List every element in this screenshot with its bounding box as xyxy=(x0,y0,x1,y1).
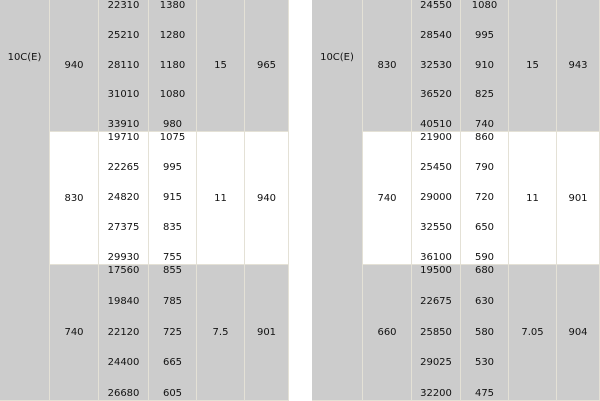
list-cell-b: 855 785 725 665 605 xyxy=(149,265,197,401)
list-cell-b: 1075 995 915 835 755 xyxy=(149,132,197,265)
list-cell-b: 1380 1280 1180 1080 980 xyxy=(149,0,197,132)
list-value: 36520 xyxy=(420,89,452,101)
list-value: 36100 xyxy=(420,252,452,263)
list-value: 22310 xyxy=(107,0,140,11)
col-c-cell: 11 xyxy=(509,132,557,265)
list-value: 32550 xyxy=(420,222,452,233)
list-value: 19500 xyxy=(420,265,452,276)
list-value: 755 xyxy=(162,252,183,263)
value-cell: 940 xyxy=(50,0,99,132)
list-cell-a: 22310 25210 28110 31010 33910 xyxy=(99,0,149,132)
col-d-cell: 904 xyxy=(557,265,600,401)
list-value: 740 xyxy=(474,119,495,130)
list-value: 32530 xyxy=(420,59,452,71)
list-value: 21900 xyxy=(420,132,452,143)
list-value: 980 xyxy=(162,119,183,130)
model-cell: 10C(E) xyxy=(0,0,50,401)
col-d-cell: 901 xyxy=(245,265,289,401)
list-value: 29930 xyxy=(107,252,140,263)
list-value: 720 xyxy=(474,192,495,203)
col-c-cell: 15 xyxy=(197,0,245,132)
list-value: 1180 xyxy=(159,59,186,71)
value-cell: 830 xyxy=(363,0,412,132)
list-value: 22675 xyxy=(420,295,452,307)
list-value: 1280 xyxy=(159,29,186,41)
list-cell-a: 21900 25450 29000 32550 36100 xyxy=(412,132,461,265)
list-value: 29025 xyxy=(420,357,452,369)
col-c-cell: 7.5 xyxy=(197,265,245,401)
list-value: 580 xyxy=(474,326,495,338)
list-value: 1075 xyxy=(159,132,186,143)
list-value: 665 xyxy=(162,357,183,369)
list-value: 31010 xyxy=(107,89,140,101)
list-value: 28110 xyxy=(107,59,140,71)
list-value: 32200 xyxy=(420,388,452,399)
list-value: 590 xyxy=(474,252,495,263)
list-value: 26680 xyxy=(107,388,140,399)
list-value: 25450 xyxy=(420,162,452,173)
list-value: 725 xyxy=(162,326,183,338)
list-value: 860 xyxy=(474,132,495,143)
value-cell: 740 xyxy=(363,132,412,265)
list-value: 790 xyxy=(474,162,495,173)
value-cell: 660 xyxy=(363,265,412,401)
list-value: 40510 xyxy=(420,119,452,130)
col-c-cell: 11 xyxy=(197,132,245,265)
list-value: 22265 xyxy=(107,162,140,173)
list-value: 24400 xyxy=(107,357,140,369)
col-c-cell: 15 xyxy=(509,0,557,132)
list-value: 825 xyxy=(474,89,495,101)
list-cell-b: 860 790 720 650 590 xyxy=(461,132,509,265)
list-value: 475 xyxy=(474,388,495,399)
list-value: 29000 xyxy=(420,192,452,203)
list-cell-a: 19710 22265 24820 27375 29930 xyxy=(99,132,149,265)
list-cell-b: 680 630 580 530 475 xyxy=(461,265,509,401)
list-value: 1080 xyxy=(471,0,498,11)
list-value: 680 xyxy=(474,265,495,276)
left-spec-table: 10C(E) 940 22310 25210 28110 31010 33910 1380 12… xyxy=(0,0,289,401)
model-cell: 10C(E) xyxy=(312,0,363,401)
list-value: 910 xyxy=(474,59,495,71)
list-value: 530 xyxy=(474,357,495,369)
list-value: 785 xyxy=(162,295,183,307)
list-value: 19840 xyxy=(107,295,140,307)
list-value: 17560 xyxy=(107,265,140,276)
list-value: 24550 xyxy=(420,0,452,11)
list-value: 1380 xyxy=(159,0,186,11)
list-value: 915 xyxy=(162,192,183,203)
list-value: 650 xyxy=(474,222,495,233)
col-d-cell: 965 xyxy=(245,0,289,132)
list-cell-a: 17560 19840 22120 24400 26680 xyxy=(99,265,149,401)
list-value: 855 xyxy=(162,265,183,276)
list-value: 835 xyxy=(162,222,183,233)
value-cell: 830 xyxy=(50,132,99,265)
list-value: 1080 xyxy=(159,89,186,101)
right-spec-table: 10C(E) 830 24550 28540 32530 36520 40510 1080 99… xyxy=(312,0,600,401)
col-d-cell: 943 xyxy=(557,0,600,132)
list-value: 995 xyxy=(162,162,183,173)
list-cell-b: 1080 995 910 825 740 xyxy=(461,0,509,132)
list-cell-a: 19500 22675 25850 29025 32200 xyxy=(412,265,461,401)
list-value: 19710 xyxy=(107,132,140,143)
list-value: 24820 xyxy=(107,192,140,203)
col-c-cell: 7.05 xyxy=(509,265,557,401)
list-value: 27375 xyxy=(107,222,140,233)
list-value: 22120 xyxy=(107,326,140,338)
list-value: 630 xyxy=(474,295,495,307)
list-value: 605 xyxy=(162,388,183,399)
list-value: 33910 xyxy=(107,119,140,130)
col-d-cell: 940 xyxy=(245,132,289,265)
value-cell: 740 xyxy=(50,265,99,401)
list-value: 25850 xyxy=(420,326,452,338)
col-d-cell: 901 xyxy=(557,132,600,265)
list-value: 25210 xyxy=(107,29,140,41)
list-cell-a: 24550 28540 32530 36520 40510 xyxy=(412,0,461,132)
list-value: 995 xyxy=(474,29,495,41)
list-value: 28540 xyxy=(420,29,452,41)
